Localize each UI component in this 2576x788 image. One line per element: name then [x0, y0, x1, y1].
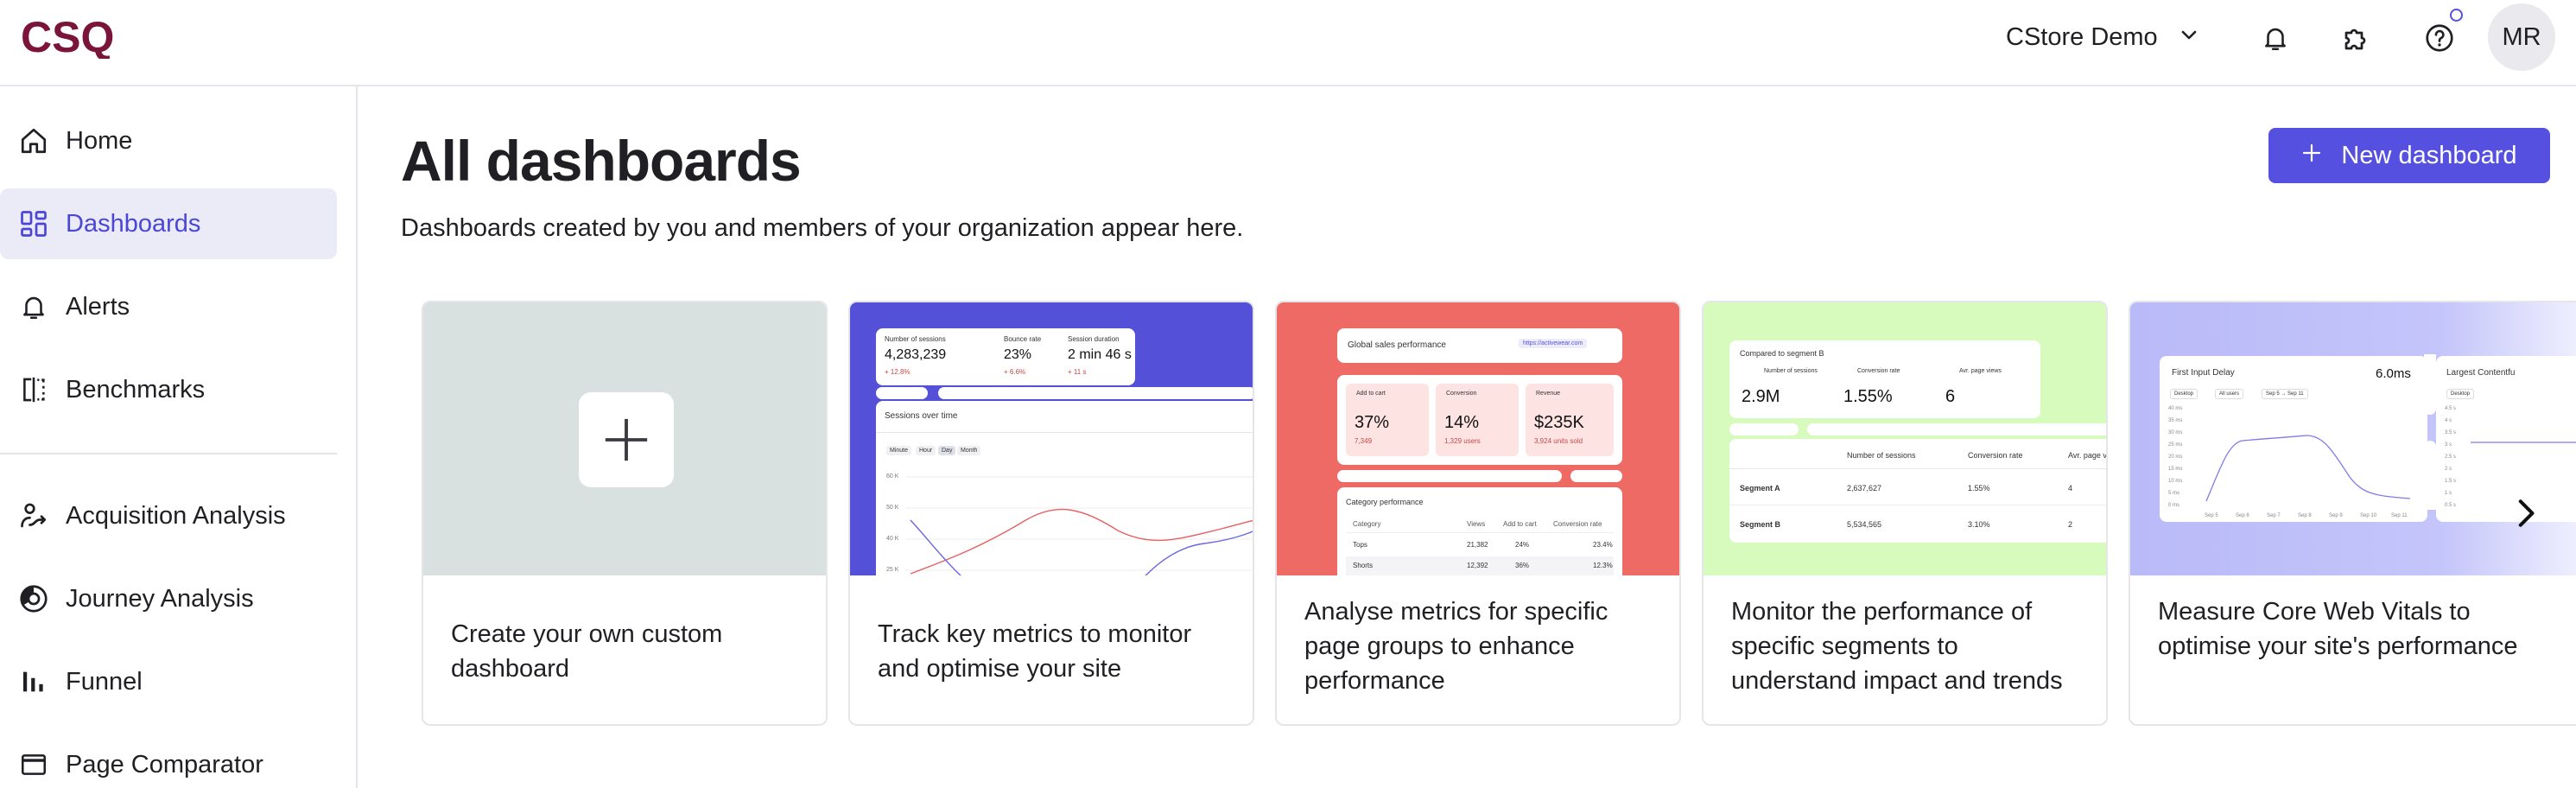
- home-icon: [17, 124, 50, 157]
- dashboard-card-key-metrics[interactable]: Number of sessions 4,283,239 + 12.8% Bou…: [848, 301, 1254, 726]
- acquisition-icon: [17, 499, 50, 532]
- sidebar-item-journey-analysis[interactable]: Journey Analysis: [0, 563, 337, 634]
- card-caption: Monitor the performance of specific segm…: [1731, 598, 2063, 695]
- segment-table-panel: Number of sessions Conversion rate Avr. …: [1729, 439, 2106, 543]
- kpi-panel: Number of sessions 4,283,239 + 12.8% Bou…: [876, 328, 1135, 385]
- bell-icon: [17, 290, 50, 323]
- sidebar-divider: [0, 453, 337, 454]
- plus-icon: [579, 392, 674, 487]
- top-bar: CSQ CStore Demo MR: [0, 0, 2576, 86]
- new-dashboard-label: New dashboard: [2341, 141, 2517, 169]
- funnel-bars-icon: [17, 665, 50, 698]
- card-preview: [423, 302, 826, 575]
- card-preview: Global sales performance https://activew…: [1277, 302, 1679, 575]
- org-selector[interactable]: CStore Demo: [2006, 19, 2199, 55]
- sidebar-item-label: Benchmarks: [66, 375, 206, 404]
- sessions-chart-panel: Sessions over time Minute Hour Day Month…: [876, 401, 1253, 575]
- card-caption: Analyse metrics for specific page groups…: [1304, 598, 1608, 695]
- sidebar-item-label: Dashboards: [66, 209, 201, 238]
- sidebar-item-label: Funnel: [66, 667, 143, 696]
- window-icon: [17, 748, 50, 781]
- card-caption: Create your own custom dashboard: [451, 620, 723, 683]
- page-title: All dashboards: [401, 129, 802, 193]
- fid-line-chart: [2205, 435, 2411, 502]
- lcp-line-chart: [2471, 442, 2576, 443]
- fid-chart-panel: First Input Delay 6.0ms Desktop All user…: [2160, 356, 2427, 522]
- card-preview: First Input Delay 6.0ms Desktop All user…: [2130, 302, 2576, 575]
- sidebar-item-label: Alerts: [66, 292, 130, 321]
- sessions-line-chart: [905, 476, 1253, 575]
- plus-icon: [2301, 142, 2322, 170]
- notification-dot: [2450, 9, 2463, 22]
- new-dashboard-button[interactable]: New dashboard: [2268, 128, 2550, 183]
- dashboard-card-custom[interactable]: Create your own custom dashboard: [422, 301, 828, 726]
- sales-title-panel: Global sales performance https://activew…: [1337, 328, 1622, 363]
- sales-kpi-panel: Add to cart 37% 7,349 Conversion 14% 1,3…: [1337, 375, 1622, 465]
- sidebar-item-home[interactable]: Home: [0, 105, 337, 176]
- org-selector-label: CStore Demo: [2006, 22, 2158, 51]
- lcp-chart-panel: Largest Contentfu Desktop 4.5 s 4 s 3.5 …: [2436, 356, 2576, 522]
- help-icon[interactable]: [2421, 19, 2459, 57]
- segment-kpi-panel: Compared to segment B Number of sessions…: [1729, 340, 2040, 418]
- card-caption: Track key metrics to monitor and optimis…: [878, 620, 1192, 683]
- puzzle-icon[interactable]: [2338, 19, 2376, 57]
- sidebar-item-label: Journey Analysis: [66, 584, 254, 613]
- carousel-next-arrow[interactable]: [2507, 491, 2545, 539]
- sidebar-item-page-comparator[interactable]: Page Comparator: [0, 729, 337, 788]
- chevron-right-icon: [2513, 496, 2539, 535]
- sidebar-item-funnel[interactable]: Funnel: [0, 646, 337, 717]
- card-caption: Measure Core Web Vitals to optimise your…: [2158, 598, 2518, 660]
- page-subtitle: Dashboards created by you and members of…: [401, 214, 1244, 242]
- sidebar-item-alerts[interactable]: Alerts: [0, 271, 337, 342]
- chevron-down-icon: [2179, 25, 2199, 50]
- csq-logo[interactable]: CSQ: [21, 13, 117, 61]
- journey-icon: [17, 582, 50, 615]
- card-preview: Compared to segment B Number of sessions…: [1704, 302, 2106, 575]
- sidebar-item-label: Acquisition Analysis: [66, 501, 286, 530]
- sidebar-item-label: Home: [66, 126, 133, 155]
- dashboard-card-web-vitals[interactable]: First Input Delay 6.0ms Desktop All user…: [2129, 301, 2576, 726]
- benchmark-icon: [17, 373, 50, 406]
- dashboard-grid-icon: [17, 207, 50, 240]
- avatar[interactable]: MR: [2488, 3, 2555, 71]
- bell-icon[interactable]: [2256, 19, 2294, 57]
- svg-text:CSQ: CSQ: [21, 16, 114, 59]
- dashboard-card-page-groups[interactable]: Global sales performance https://activew…: [1275, 301, 1681, 726]
- category-table-panel: Category performance Category Views Add …: [1337, 487, 1622, 575]
- dashboard-card-segments[interactable]: Compared to segment B Number of sessions…: [1702, 301, 2108, 726]
- sidebar: Home Dashboards Alerts Benchmarks Acquis…: [0, 86, 358, 788]
- card-preview: Number of sessions 4,283,239 + 12.8% Bou…: [850, 302, 1253, 575]
- sidebar-item-dashboards[interactable]: Dashboards: [0, 188, 337, 259]
- sidebar-item-label: Page Comparator: [66, 750, 263, 778]
- sidebar-item-acquisition-analysis[interactable]: Acquisition Analysis: [0, 480, 337, 551]
- sidebar-item-benchmarks[interactable]: Benchmarks: [0, 354, 337, 425]
